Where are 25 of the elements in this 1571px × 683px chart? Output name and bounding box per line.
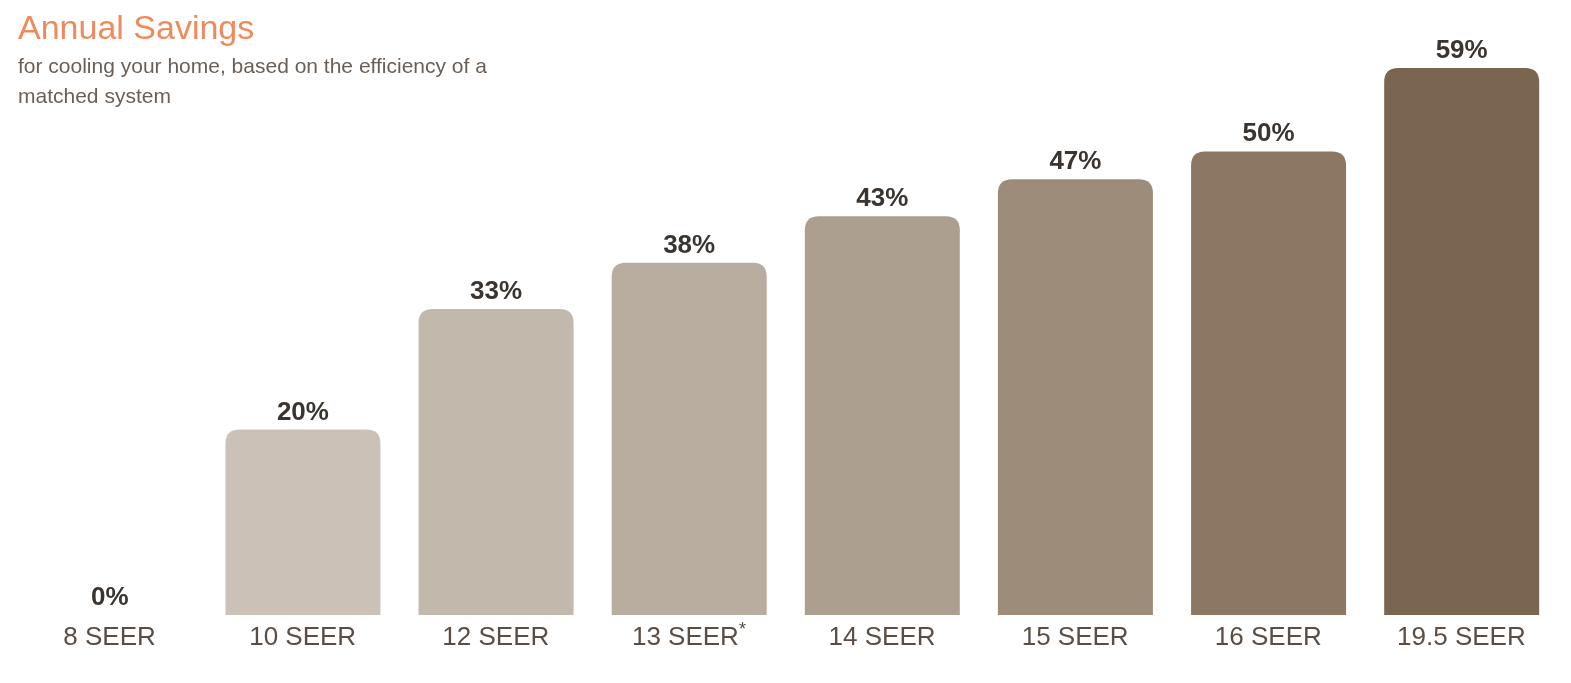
data-label: 47% [1049, 145, 1102, 176]
x-tick-label: 12 SEER [442, 621, 550, 651]
x-tick-label: 13 SEER$^{*}$ [631, 619, 746, 651]
x-tick-label: 16 SEER [1214, 621, 1322, 651]
bar [1384, 68, 1540, 615]
chart-subtitle: for cooling your home, based on the efficiency of a matched system [18, 53, 488, 109]
bar [1191, 151, 1347, 615]
chart-title: Annual Savings [18, 8, 256, 47]
x-tick-label: 8 SEER [63, 621, 156, 651]
data-label: 43% [856, 182, 909, 213]
data-label: 33% [470, 275, 523, 306]
bar [804, 216, 960, 615]
bar [418, 309, 574, 615]
data-label: 0% [91, 581, 129, 611]
bar [611, 262, 767, 615]
data-label: 59% [1435, 34, 1488, 64]
x-tick-label: 14 SEER [828, 621, 936, 651]
data-label: 50% [1242, 117, 1295, 148]
x-tick-label: 10 SEER [249, 621, 357, 651]
bar [225, 429, 381, 615]
data-label: 20% [276, 395, 329, 426]
x-tick-label: 19.5 SEER [1397, 621, 1526, 651]
bar [997, 179, 1153, 615]
data-label: 38% [663, 228, 716, 259]
x-tick-label: 15 SEER [1021, 621, 1129, 651]
